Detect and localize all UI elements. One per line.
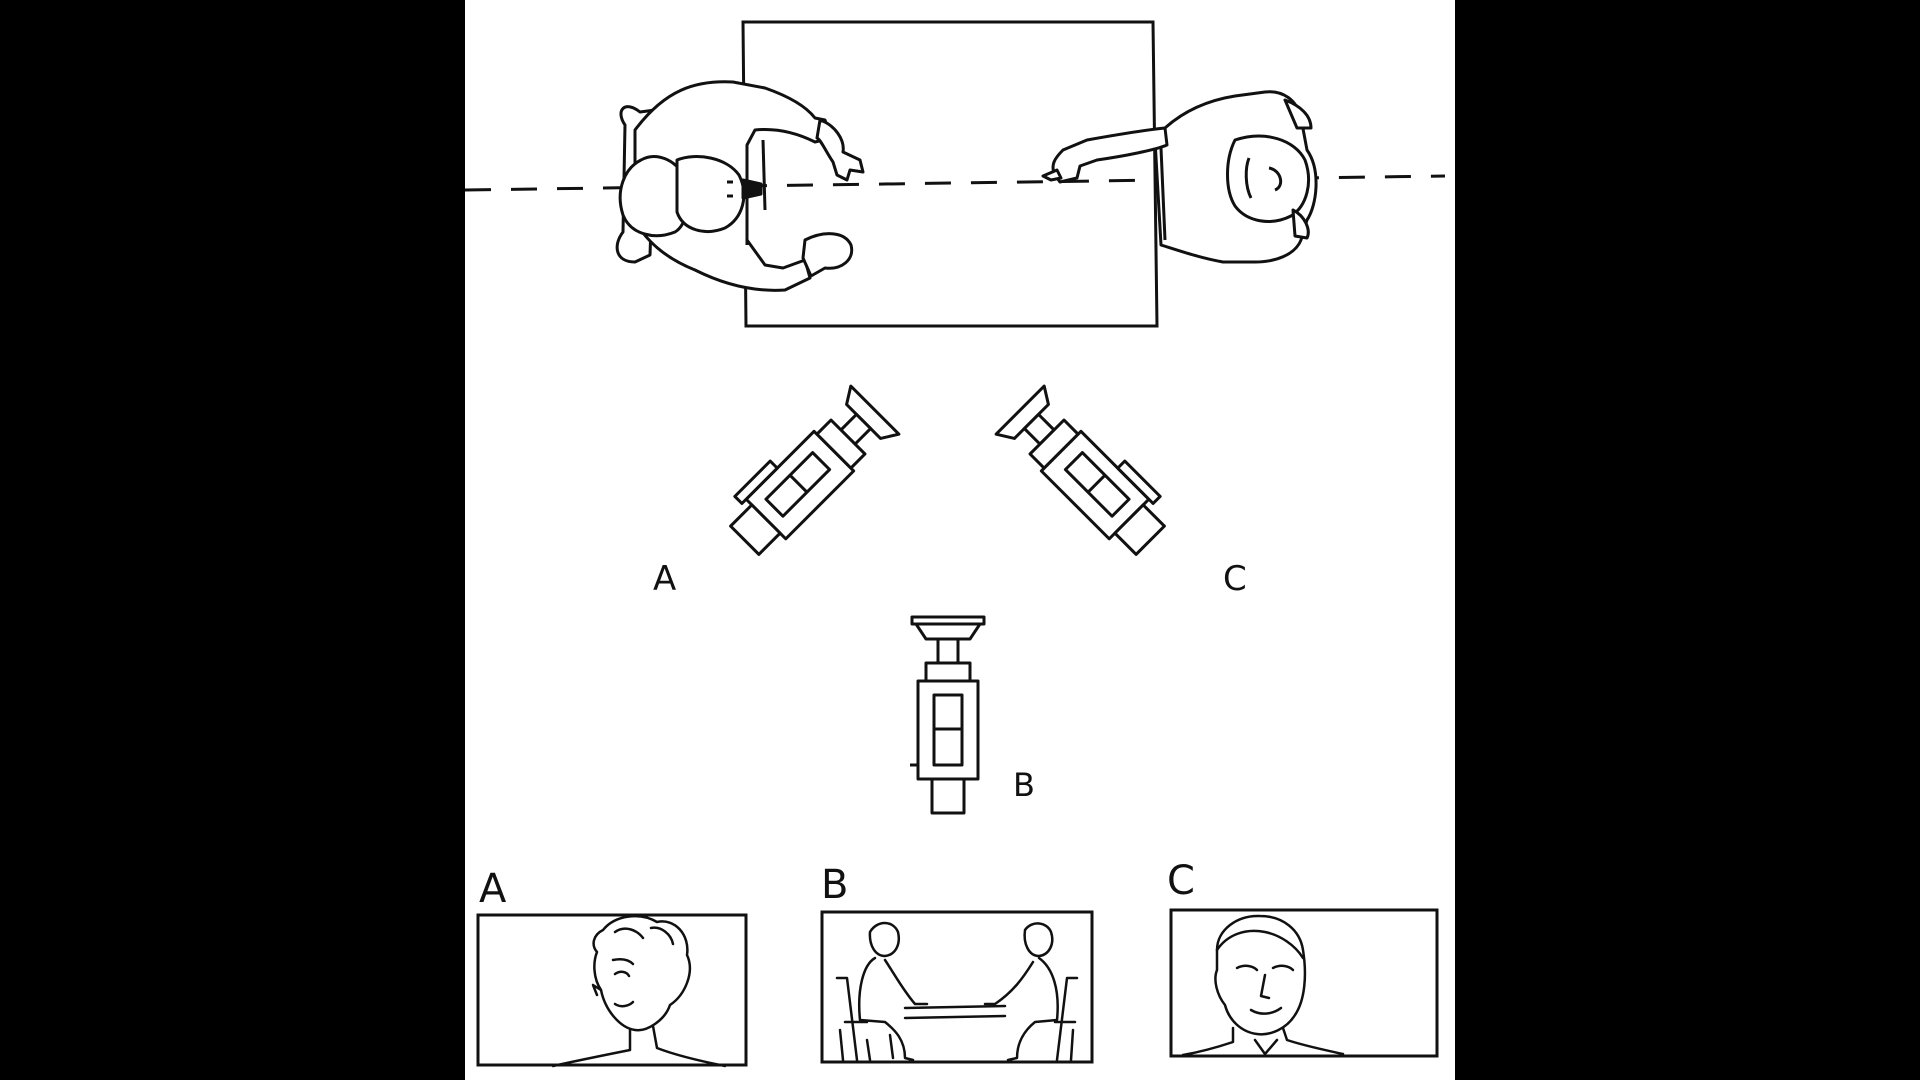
frame-b-label: B <box>821 862 848 908</box>
frame-c-shot <box>1169 908 1439 1058</box>
camera-b-label: B <box>1013 766 1035 804</box>
diagram-canvas: A C B A <box>465 0 1455 1080</box>
camera-b-icon <box>910 615 986 815</box>
frame-b-shot <box>820 910 1094 1064</box>
camera-a-icon <box>729 384 901 556</box>
overhead-scene <box>465 20 1446 328</box>
camera-c-label: C <box>1223 559 1247 599</box>
frame-c-label: C <box>1167 858 1195 904</box>
people-at-table-icon <box>835 921 1079 1062</box>
person-right-top-view-icon <box>1041 90 1318 264</box>
frame-a-shot <box>476 913 748 1068</box>
camera-a-label: A <box>653 559 676 599</box>
camera-c-icon <box>994 384 1166 556</box>
woman-face-icon <box>551 915 727 1068</box>
man-face-icon <box>1181 914 1345 1057</box>
person-left-top-view-icon <box>615 80 865 292</box>
frame-a-label: A <box>479 866 507 912</box>
